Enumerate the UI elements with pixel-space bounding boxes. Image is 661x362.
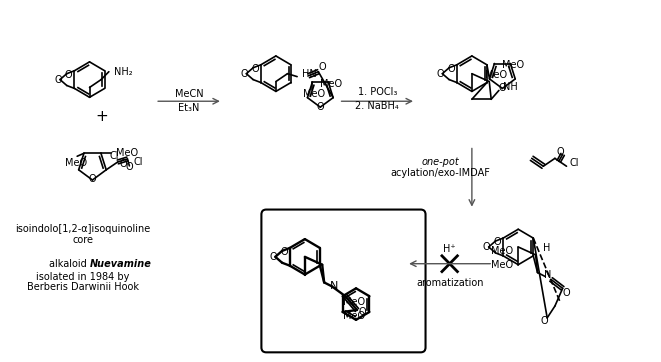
Text: NH₂: NH₂ — [114, 67, 132, 77]
Text: O: O — [120, 159, 128, 169]
Text: N: N — [543, 270, 551, 279]
Text: Et₃N: Et₃N — [178, 103, 200, 113]
Text: +: + — [96, 109, 108, 123]
Text: aromatization: aromatization — [416, 278, 483, 289]
Text: Cl: Cl — [109, 151, 119, 161]
Text: O: O — [54, 75, 62, 85]
Text: O: O — [317, 102, 324, 112]
Text: Cl: Cl — [569, 158, 579, 168]
FancyBboxPatch shape — [261, 210, 426, 352]
Text: MeO: MeO — [343, 311, 365, 321]
Text: O: O — [563, 288, 570, 298]
Text: Cl: Cl — [134, 157, 143, 167]
Text: O: O — [319, 62, 326, 72]
Text: O: O — [126, 162, 134, 172]
Text: O: O — [251, 64, 259, 74]
Text: acylation/exo-IMDAF: acylation/exo-IMDAF — [390, 168, 490, 178]
Text: O: O — [280, 247, 288, 257]
Text: NH: NH — [503, 83, 518, 92]
Text: O: O — [498, 84, 506, 93]
Text: MeO: MeO — [65, 158, 87, 168]
Text: 1. POCl₃: 1. POCl₃ — [358, 87, 397, 97]
Text: O: O — [65, 70, 73, 80]
Text: MeO: MeO — [116, 148, 139, 158]
Text: isolated in 1984 by: isolated in 1984 by — [36, 272, 130, 282]
Text: core: core — [72, 235, 93, 245]
Text: O: O — [494, 237, 501, 247]
Text: alkaloid: alkaloid — [49, 259, 90, 269]
Text: 2. NaBH₄: 2. NaBH₄ — [356, 101, 399, 111]
Text: O: O — [447, 64, 455, 74]
Text: O: O — [437, 69, 444, 79]
Text: MeCN: MeCN — [175, 89, 204, 99]
Text: H: H — [543, 243, 551, 253]
Text: O: O — [557, 147, 564, 157]
Text: Berberis Darwinii Hook: Berberis Darwinii Hook — [27, 282, 139, 292]
Text: MeO: MeO — [491, 246, 514, 256]
Text: O: O — [241, 69, 249, 79]
Text: Nuevamine: Nuevamine — [89, 259, 151, 269]
Text: isoindolo[1,2-α]isoquinoline: isoindolo[1,2-α]isoquinoline — [15, 224, 151, 234]
Text: one-pot: one-pot — [421, 157, 459, 167]
Text: MeO: MeO — [485, 70, 508, 80]
Text: N: N — [330, 281, 338, 291]
Text: O: O — [541, 316, 548, 326]
Text: O: O — [270, 252, 277, 262]
Text: MeO: MeO — [303, 89, 325, 99]
Text: MeO: MeO — [343, 297, 365, 307]
Text: O: O — [483, 242, 490, 252]
Text: O: O — [359, 307, 367, 317]
Text: O: O — [89, 174, 97, 184]
Text: MeO: MeO — [502, 60, 524, 71]
Text: HN: HN — [302, 69, 317, 79]
Text: H⁺: H⁺ — [444, 244, 456, 254]
Text: MeO: MeO — [320, 79, 342, 89]
Text: MeO: MeO — [491, 260, 514, 270]
